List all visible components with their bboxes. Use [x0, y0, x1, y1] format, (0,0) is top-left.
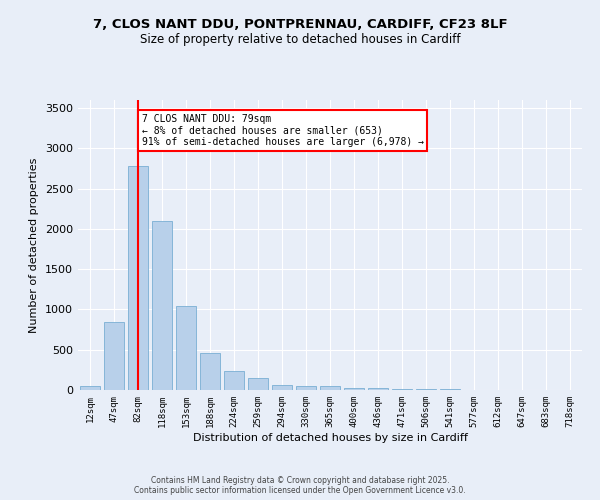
- Bar: [248, 378, 268, 390]
- Bar: [272, 385, 292, 390]
- Bar: [296, 386, 316, 390]
- X-axis label: Distribution of detached houses by size in Cardiff: Distribution of detached houses by size …: [193, 432, 467, 442]
- Bar: [104, 322, 124, 390]
- Text: 7 CLOS NANT DDU: 79sqm
← 8% of detached houses are smaller (653)
91% of semi-det: 7 CLOS NANT DDU: 79sqm ← 8% of detached …: [142, 114, 424, 147]
- Bar: [80, 386, 100, 390]
- Text: Size of property relative to detached houses in Cardiff: Size of property relative to detached ho…: [140, 32, 460, 46]
- Bar: [416, 389, 436, 390]
- Bar: [128, 166, 148, 390]
- Bar: [368, 388, 388, 390]
- Bar: [200, 353, 220, 390]
- Y-axis label: Number of detached properties: Number of detached properties: [29, 158, 40, 332]
- Bar: [152, 221, 172, 390]
- Text: 7, CLOS NANT DDU, PONTPRENNAU, CARDIFF, CF23 8LF: 7, CLOS NANT DDU, PONTPRENNAU, CARDIFF, …: [92, 18, 508, 30]
- Bar: [320, 386, 340, 390]
- Bar: [392, 389, 412, 390]
- Bar: [344, 388, 364, 390]
- Bar: [176, 306, 196, 390]
- Bar: [224, 372, 244, 390]
- Text: Contains HM Land Registry data © Crown copyright and database right 2025.
Contai: Contains HM Land Registry data © Crown c…: [134, 476, 466, 495]
